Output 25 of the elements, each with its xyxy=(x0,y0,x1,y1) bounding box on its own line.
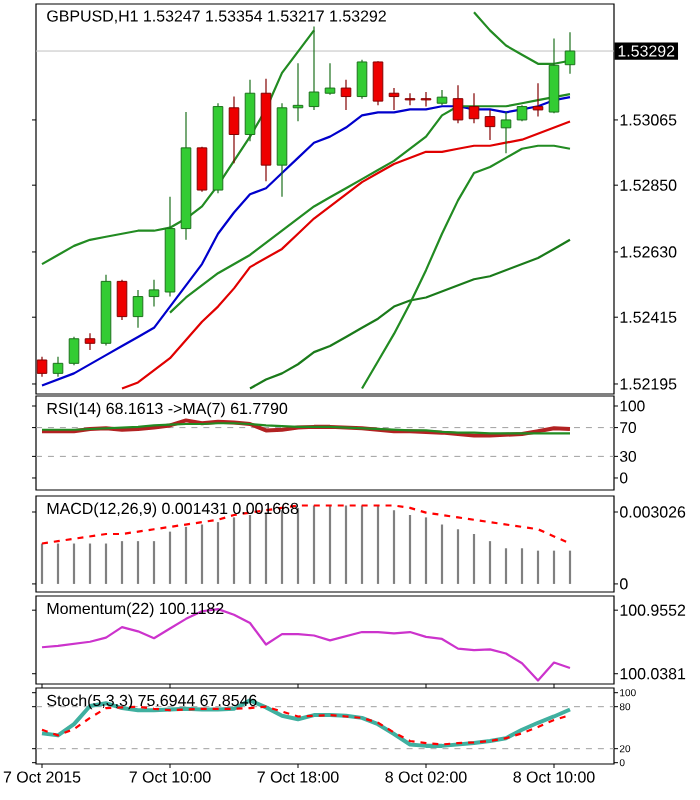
candlestick xyxy=(68,336,80,366)
candlestick xyxy=(84,332,96,351)
candlestick xyxy=(308,25,320,111)
candlestick xyxy=(324,62,336,96)
candlestick xyxy=(228,95,240,164)
candlestick xyxy=(340,79,352,111)
candlestick xyxy=(148,279,160,308)
candlestick xyxy=(452,84,464,124)
candlestick xyxy=(548,37,560,114)
candlestick xyxy=(356,59,368,100)
candlestick xyxy=(196,146,208,193)
candlestick xyxy=(36,356,48,378)
candlestick xyxy=(500,111,512,154)
candlestick xyxy=(468,92,480,124)
candlestick xyxy=(564,31,576,75)
candlestick xyxy=(116,279,128,321)
candlestick xyxy=(132,289,144,329)
candlestick xyxy=(484,109,496,141)
candlestick xyxy=(420,91,432,108)
line-series xyxy=(360,144,572,390)
candlestick xyxy=(404,92,416,106)
candlestick xyxy=(372,60,384,106)
candlestick xyxy=(244,79,256,142)
candlestick xyxy=(532,82,544,118)
candlestick xyxy=(52,356,64,378)
